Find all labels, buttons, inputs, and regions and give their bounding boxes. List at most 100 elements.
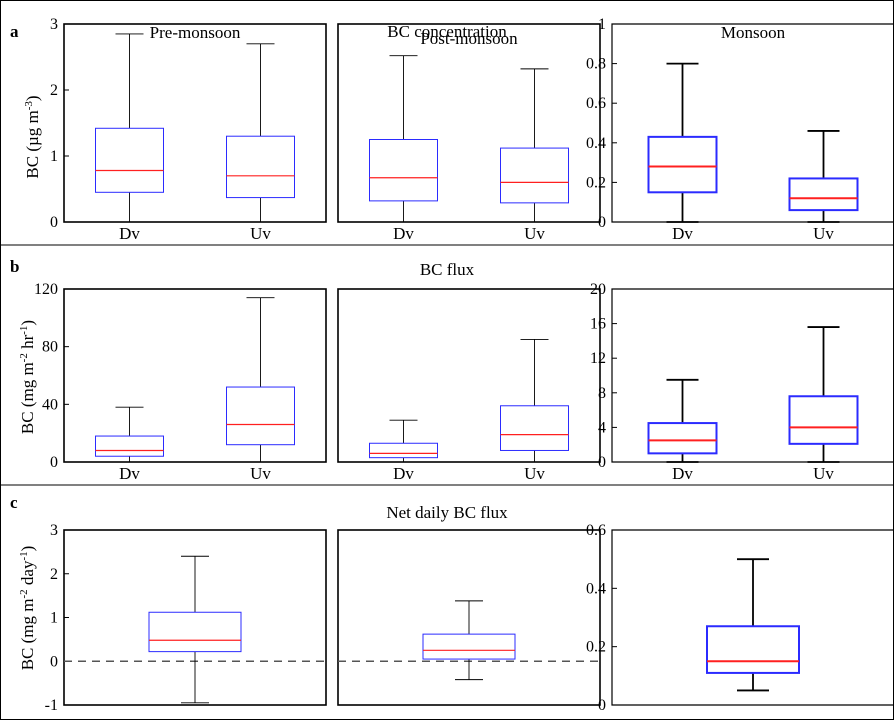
y-tick-label: 120 — [34, 281, 58, 298]
subplot-title: Pre-monsoon — [150, 23, 241, 42]
box-iqr — [647, 422, 718, 455]
box-series — [422, 600, 516, 681]
category-label: Dv — [119, 464, 140, 483]
box-series — [647, 378, 718, 463]
box-series — [788, 326, 859, 463]
y-tick-label: 16 — [590, 316, 606, 333]
y-tick-label: 0 — [50, 454, 58, 471]
y-tick-label: 1 — [50, 148, 58, 165]
panel-letter-b: b — [10, 257, 19, 276]
box-series — [226, 43, 295, 223]
box-series — [95, 33, 164, 223]
subplot: 0 1 2 3 Pre-monsoon Dv Uv — [50, 16, 327, 243]
y-tick-label: 0.4 — [586, 580, 606, 597]
category-label: Uv — [524, 464, 545, 483]
y-tick-label: 0 — [50, 214, 58, 231]
axes-frame — [337, 23, 601, 223]
box-iqr — [226, 386, 295, 446]
category-label: Uv — [250, 224, 271, 243]
y-tick-label: 80 — [42, 339, 58, 356]
subplot: -1 0 1 2 3 — [45, 522, 327, 714]
box-series — [148, 555, 242, 704]
y-tick-label: 0 — [598, 697, 606, 714]
box-iqr — [95, 435, 164, 457]
axes-frame — [611, 288, 894, 463]
y-tick-label: 2 — [50, 82, 58, 99]
box-series — [788, 130, 859, 223]
box-iqr — [95, 127, 164, 193]
box-iqr — [500, 405, 569, 451]
category-label: Uv — [813, 224, 834, 243]
box-iqr — [369, 139, 438, 202]
y-tick-label: 0.2 — [586, 639, 606, 656]
panel-letter-a: a — [10, 22, 19, 41]
y-tick-label: 3 — [50, 522, 58, 539]
box-iqr — [788, 177, 859, 212]
subplot — [337, 529, 601, 706]
y-tick-label: 3 — [50, 16, 58, 33]
y-tick-label: 1 — [50, 610, 58, 627]
category-label: Dv — [119, 224, 140, 243]
box-series — [369, 55, 438, 223]
y-axis-label-c: BC (mg m-2 day-1) — [18, 546, 37, 671]
axes-frame — [337, 529, 601, 706]
y-tick-label: 0 — [50, 653, 58, 670]
subplot: 0 0.2 0.4 0.6 — [586, 522, 894, 714]
box-series — [226, 297, 295, 463]
panel-title-b: BC flux — [420, 260, 475, 279]
box-iqr — [500, 147, 569, 204]
y-tick-label: 0.6 — [586, 522, 606, 539]
category-label: Dv — [672, 224, 693, 243]
subplot-title: Monsoon — [721, 23, 786, 42]
category-label: Dv — [393, 224, 414, 243]
box-series — [369, 419, 438, 463]
y-tick-label: 1 — [598, 16, 606, 33]
subplot: Dv Uv — [337, 288, 601, 483]
y-tick-label: 2 — [50, 566, 58, 583]
box-series — [706, 558, 800, 692]
y-axis-label-a: BC (µg m-3) — [23, 95, 42, 178]
y-axis-label-b: BC (mg m-2 hr-1) — [18, 320, 37, 434]
axes-frame — [63, 23, 327, 223]
box-series — [500, 339, 569, 463]
panel-letter-c: c — [10, 493, 18, 512]
panel-title-a: BC concentration — [387, 22, 507, 41]
y-tick-label: 40 — [42, 396, 58, 413]
y-tick-label: 12 — [590, 350, 606, 367]
box-series — [95, 406, 164, 463]
category-label: Uv — [250, 464, 271, 483]
y-tick-label: 0.6 — [586, 95, 606, 112]
panel-title-c: Net daily BC flux — [386, 503, 508, 522]
box-iqr — [148, 611, 242, 653]
axes-frame — [337, 288, 601, 463]
axes-frame — [63, 288, 327, 463]
subplot: 0 40 80 120 Dv Uv — [34, 281, 327, 483]
y-tick-label: 8 — [598, 385, 606, 402]
category-label: Dv — [393, 464, 414, 483]
y-tick-label: 0 — [598, 214, 606, 231]
y-tick-label: -1 — [45, 697, 58, 714]
y-tick-label: 20 — [590, 281, 606, 298]
box-iqr — [422, 633, 516, 660]
y-tick-label: 0 — [598, 454, 606, 471]
box-series — [500, 68, 569, 223]
box-iqr — [706, 625, 800, 674]
subplot: 0 4 8 12 16 20 Dv Uv — [590, 281, 894, 483]
y-tick-label: 4 — [598, 419, 606, 436]
box-iqr — [788, 395, 859, 445]
box-series — [647, 62, 718, 223]
subplot: 0 0.2 0.4 0.6 0.8 1 Monsoon Dv Uv — [586, 16, 894, 243]
subplot: Post-monsoon Dv Uv — [337, 23, 601, 243]
y-tick-label: 0.4 — [586, 135, 606, 152]
axes-frame — [611, 23, 894, 223]
box-iqr — [226, 135, 295, 199]
box-iqr — [647, 135, 718, 194]
y-tick-label: 0.2 — [586, 174, 606, 191]
subplot-title: Post-monsoon — [420, 29, 518, 48]
category-label: Dv — [672, 464, 693, 483]
box-iqr — [369, 442, 438, 459]
category-label: Uv — [813, 464, 834, 483]
